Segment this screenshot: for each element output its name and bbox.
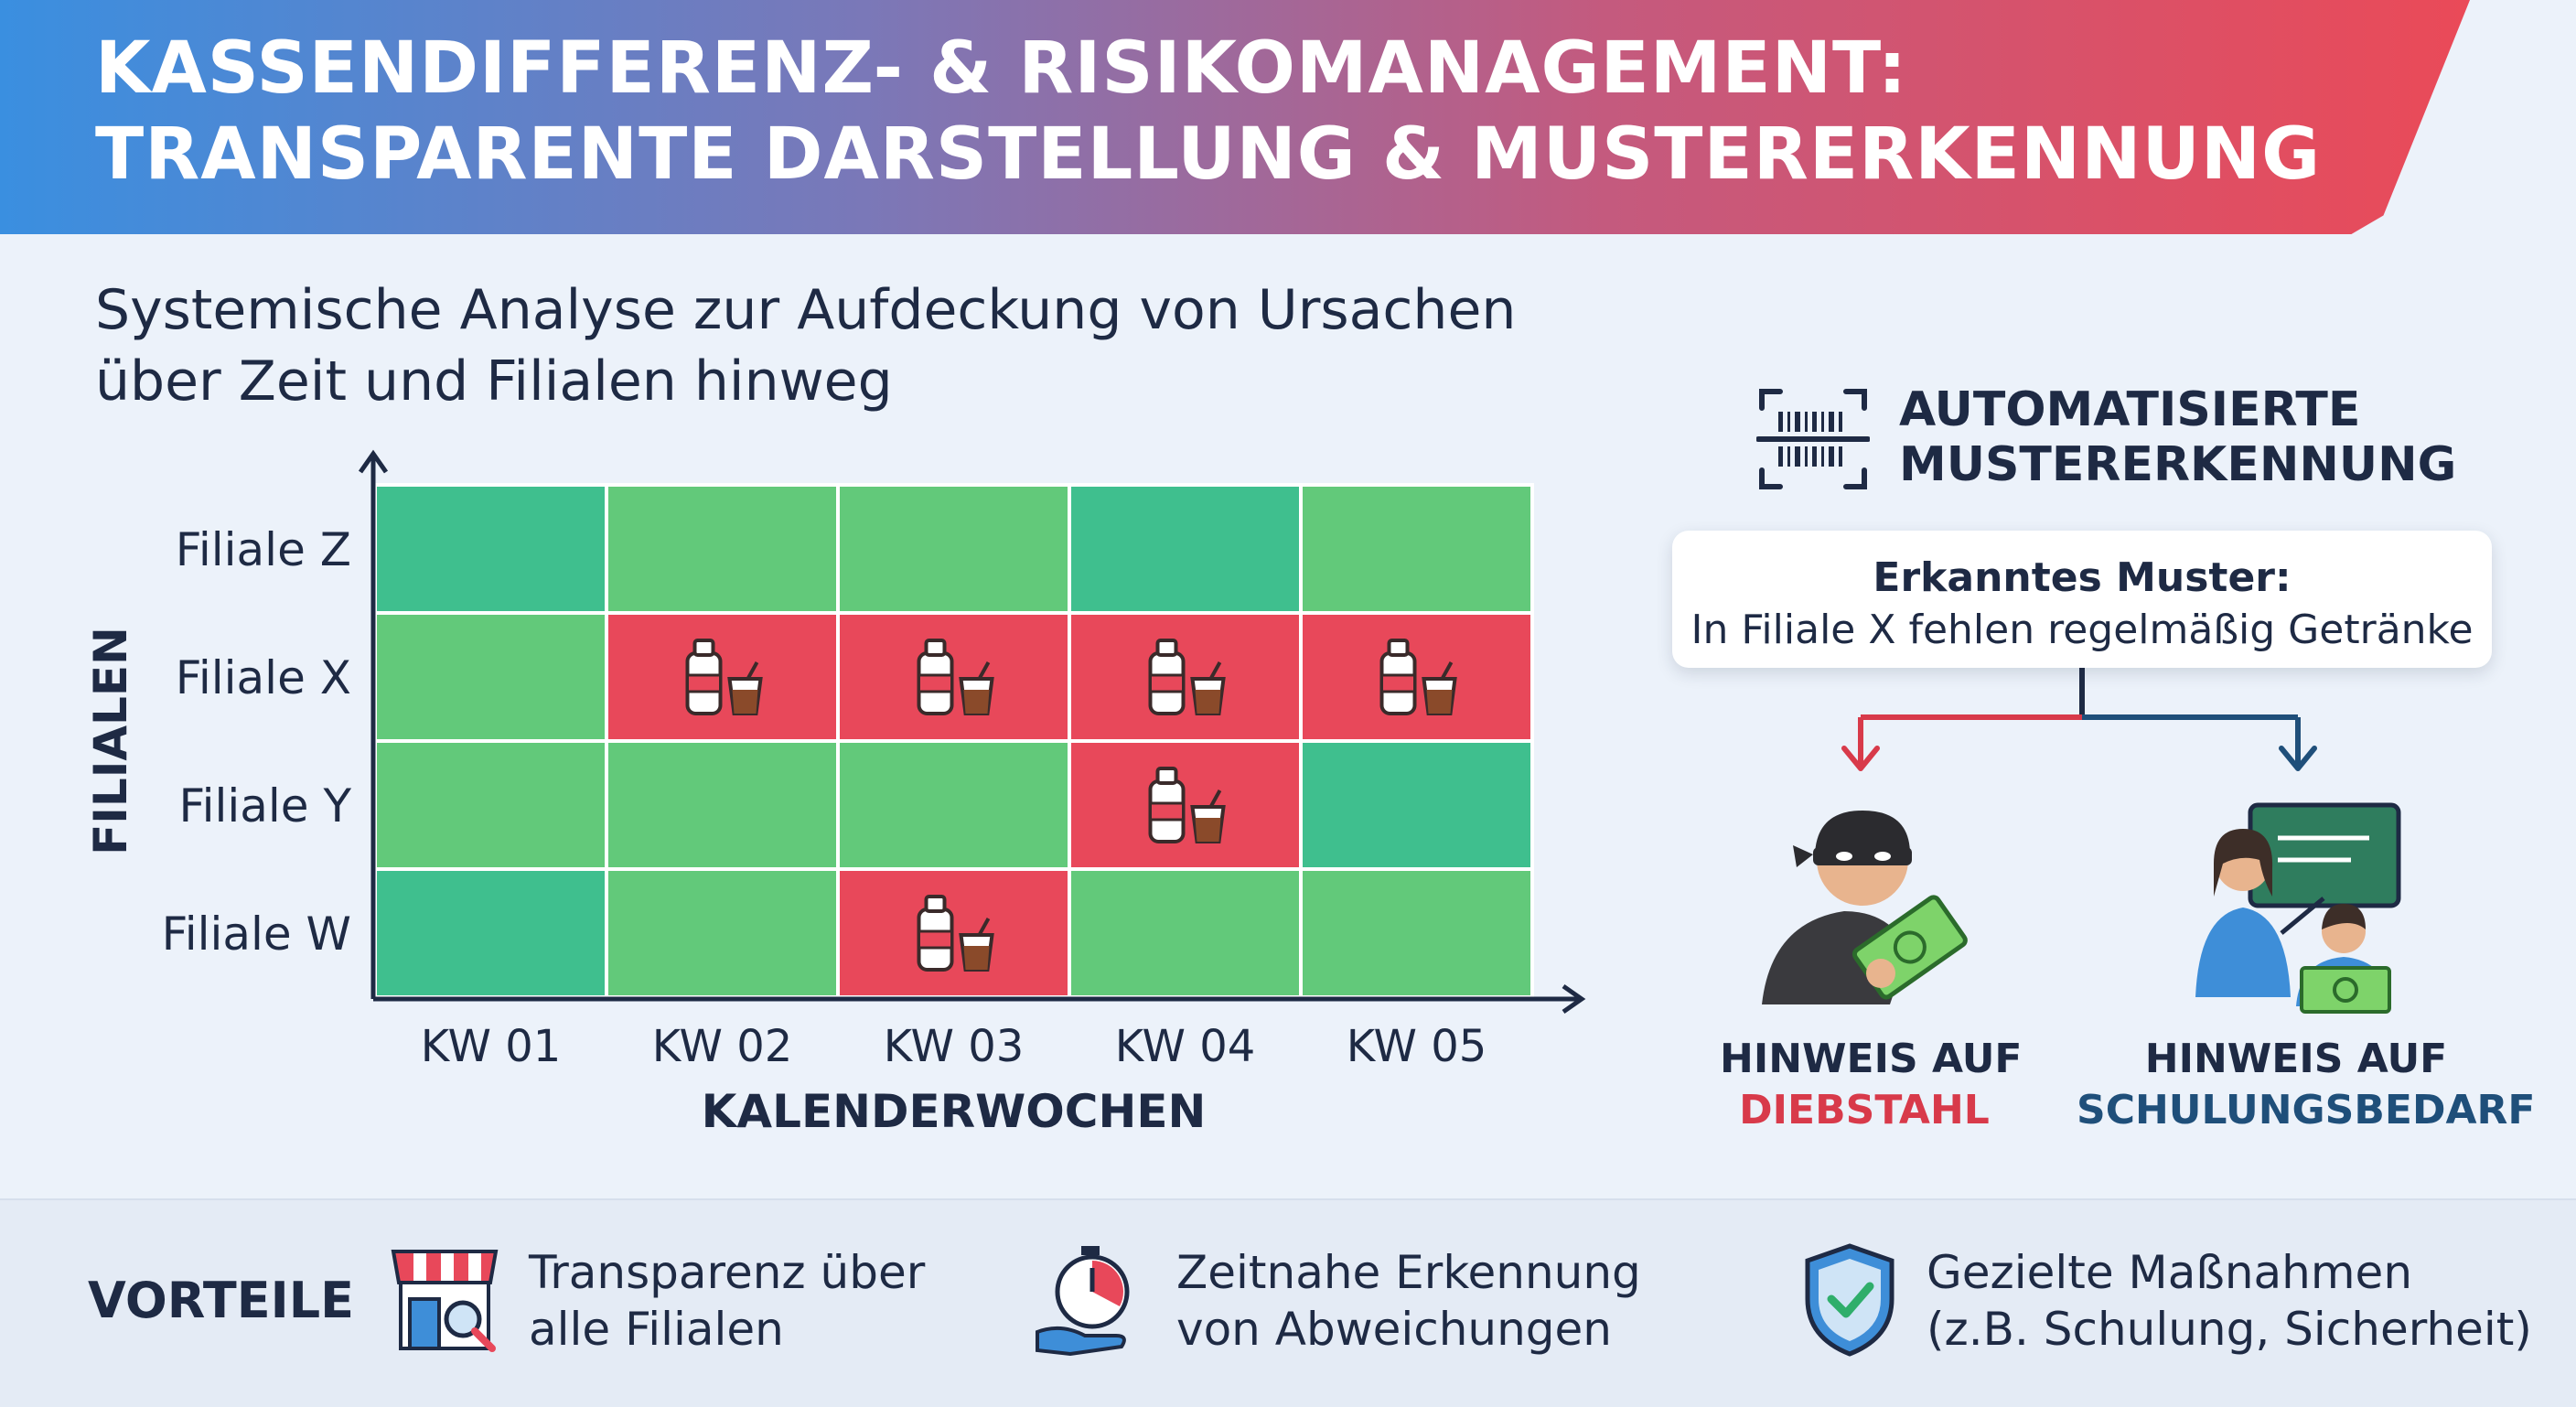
subtitle-line2: über Zeit und Filialen hinweg bbox=[95, 349, 893, 414]
heatmap-chart: Filiale Z Filiale X Filiale Y Filiale W KW 0… bbox=[84, 449, 1586, 1138]
x-tick-label: KW 02 bbox=[652, 1021, 793, 1072]
x-axis-title: KALENDERWOCHEN bbox=[702, 1085, 1207, 1138]
benefit-2-line2: von Abweichungen bbox=[1176, 1303, 1613, 1356]
x-tick-label: KW 05 bbox=[1347, 1021, 1487, 1072]
x-tick-label: KW 01 bbox=[421, 1021, 562, 1072]
branch-connector bbox=[1841, 668, 2317, 771]
header-title-line1: KASSENDIFFERENZ- & RISIKOMANAGEMENT: bbox=[95, 27, 1908, 110]
y-tick-label: Filiale X bbox=[176, 651, 351, 704]
x-tick-label: KW 03 bbox=[884, 1021, 1025, 1072]
heatmap-cell bbox=[373, 611, 608, 743]
beverage-icon bbox=[917, 895, 994, 972]
pattern-title-line2: MUSTERERKENNUNG bbox=[1899, 437, 2457, 492]
beverage-icon bbox=[917, 639, 994, 715]
benefit-2-line1: Zeitnahe Erkennung bbox=[1176, 1246, 1641, 1299]
store-search-icon bbox=[391, 1250, 499, 1352]
hint-theft-line2: DIEBSTAHL bbox=[1739, 1087, 1990, 1133]
pattern-box-head: Erkanntes Muster: bbox=[1873, 554, 2292, 601]
x-axis-arrow-icon bbox=[1562, 983, 1586, 1015]
heatmap-cell bbox=[1068, 867, 1303, 999]
benefit-1-text: Transparenz über alle Filialen bbox=[529, 1244, 925, 1358]
heatmap-cell bbox=[1299, 483, 1534, 615]
pattern-title-line1: AUTOMATISIERTE bbox=[1899, 382, 2361, 437]
benefits-label: VORTEILE bbox=[88, 1272, 355, 1329]
heatmap-cell bbox=[1068, 483, 1303, 615]
training-icon bbox=[2195, 802, 2401, 1014]
thief-icon bbox=[1762, 811, 1968, 1004]
heatmap-cell bbox=[605, 739, 840, 871]
hint-training: HINWEIS AUF SCHULUNGSBEDARF bbox=[2077, 1034, 2536, 1136]
x-tick-label: KW 04 bbox=[1115, 1021, 1256, 1072]
hint-theft: HINWEIS AUF DIEBSTAHL bbox=[1720, 1034, 2023, 1136]
beverage-icon bbox=[1148, 767, 1226, 843]
y-axis-title: FILIALEN bbox=[84, 627, 137, 855]
heatmap-cell bbox=[836, 483, 1071, 615]
heatmap-cell bbox=[373, 739, 608, 871]
heatmap-cell bbox=[836, 739, 1071, 871]
y-tick-label: Filiale Z bbox=[176, 523, 351, 576]
heatmap-cell bbox=[605, 483, 840, 615]
y-axis-arrow-icon bbox=[358, 449, 389, 474]
benefit-3-line2: (z.B. Schulung, Sicherheit) bbox=[1927, 1303, 2532, 1356]
benefit-1-line2: alle Filialen bbox=[529, 1303, 784, 1356]
pattern-title: AUTOMATISIERTE MUSTERERKENNUNG bbox=[1899, 382, 2456, 492]
beverage-icon bbox=[1379, 639, 1457, 715]
shield-check-icon bbox=[1805, 1243, 1894, 1357]
benefit-2-text: Zeitnahe Erkennung von Abweichungen bbox=[1176, 1244, 1641, 1358]
y-tick-label: Filiale Y bbox=[178, 779, 351, 832]
pattern-box-body: In Filiale X fehlen regelmäßig Getränke bbox=[1690, 607, 2474, 653]
header-title-line2: TRANSPARENTE DARSTELLUNG & MUSTERERKENNU… bbox=[95, 113, 2322, 196]
hint-training-line1: HINWEIS AUF bbox=[2144, 1036, 2448, 1082]
header-banner bbox=[0, 0, 2470, 234]
subtitle: Systemische Analyse zur Aufdeckung von U… bbox=[95, 274, 1516, 417]
barcode-scan-icon bbox=[1756, 389, 1870, 489]
hint-training-line2: SCHULUNGSBEDARF bbox=[2077, 1087, 2536, 1133]
y-tick-label: Filiale W bbox=[162, 908, 351, 961]
heatmap-cell bbox=[1299, 867, 1534, 999]
heatmap-cell bbox=[605, 867, 840, 999]
benefit-3-text: Gezielte Maßnahmen (z.B. Schulung, Siche… bbox=[1927, 1244, 2532, 1358]
subtitle-line1: Systemische Analyse zur Aufdeckung von U… bbox=[95, 278, 1517, 342]
heatmap-cell bbox=[1299, 739, 1534, 871]
heatmap-cell bbox=[373, 483, 608, 615]
stopwatch-hand-icon bbox=[1036, 1246, 1130, 1357]
heatmap-cell bbox=[373, 867, 608, 999]
beverage-icon bbox=[685, 639, 763, 715]
pattern-box: Erkanntes Muster: In Filiale X fehlen re… bbox=[1672, 531, 2492, 668]
beverage-icon bbox=[1148, 639, 1226, 715]
benefit-1-line1: Transparenz über bbox=[529, 1246, 926, 1299]
benefit-3-line1: Gezielte Maßnahmen bbox=[1927, 1246, 2413, 1299]
hint-theft-line1: HINWEIS AUF bbox=[1720, 1036, 2023, 1082]
